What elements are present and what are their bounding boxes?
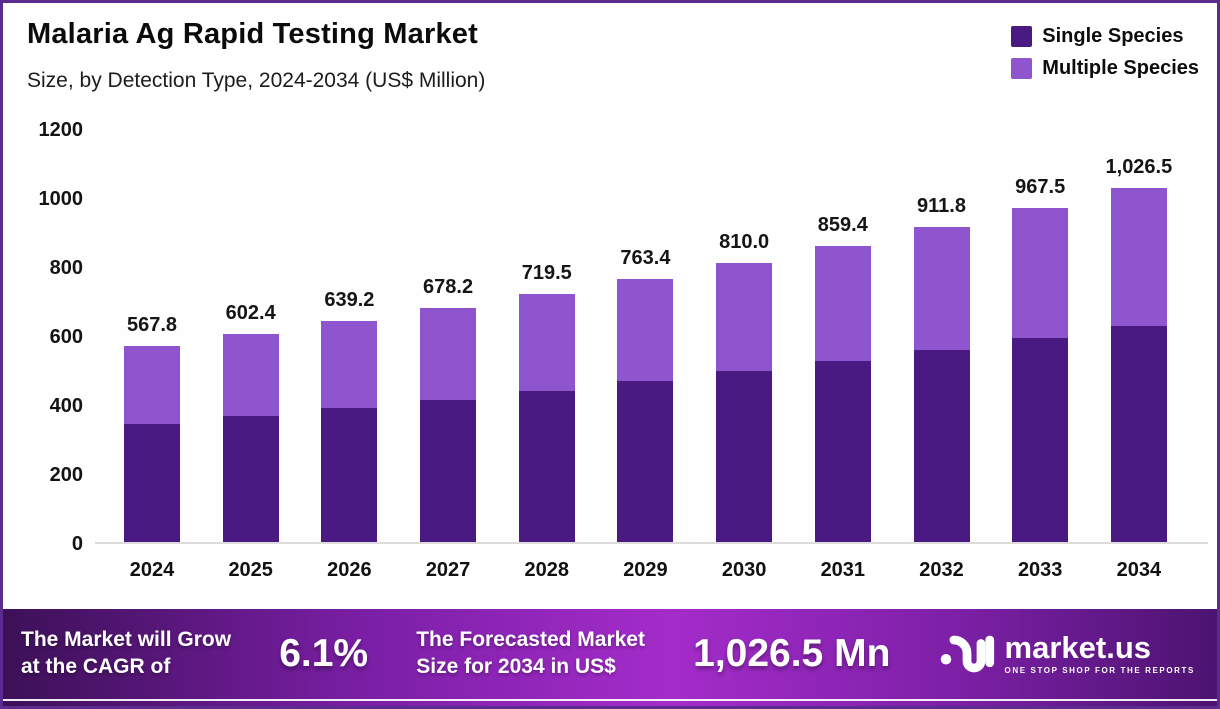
- x-axis: 2024 2025 2026 2027 2028 2029 2030 2031 2032 2033…: [95, 559, 1208, 582]
- bar-segment-single-species: [913, 349, 970, 542]
- market-us-logo-icon: [940, 635, 994, 672]
- y-tick-label: 200: [49, 464, 83, 486]
- x-tick-label: 2032: [919, 559, 964, 581]
- bar-segment-multiple-species: [913, 227, 970, 350]
- bar-2024: 567.8: [124, 314, 180, 542]
- bar-2027: 678.2: [420, 276, 477, 542]
- x-tick-label: 2030: [721, 559, 767, 581]
- market-us-logo: market.us ONE STOP SHOP FOR THE REPORTS: [939, 631, 1195, 677]
- bar-total-label: 678.2: [423, 276, 474, 299]
- cagr-label-line2: at the CAGR of: [21, 654, 171, 678]
- bar-total-label: 602.4: [225, 302, 276, 325]
- bar-2033: 967.5: [1012, 176, 1069, 542]
- legend-label: Multiple Species: [1042, 57, 1199, 79]
- y-tick-label: 1200: [38, 119, 84, 141]
- x-tick-label: 2031: [820, 559, 866, 581]
- bar-2031: 859.4: [814, 214, 871, 542]
- bar-segment-single-species: [420, 399, 477, 542]
- y-tick-label: 1000: [38, 188, 84, 210]
- x-tick-label: 2026: [327, 559, 372, 581]
- bar-segment-multiple-species: [617, 278, 674, 382]
- bar-segment-single-species: [814, 360, 871, 542]
- bar-total-label: 1,026.5: [1105, 155, 1173, 178]
- bar-2032: 911.8: [913, 195, 970, 542]
- bar-segment-single-species: [518, 391, 575, 542]
- bar-segment-multiple-species: [1012, 208, 1069, 339]
- bottom-banner: The Market will Grow at the CAGR of 6.1%…: [3, 609, 1217, 706]
- brand-name: market.us: [1004, 630, 1152, 665]
- y-tick-label: 0: [71, 533, 83, 555]
- legend-item-multiple-species: Multiple Species: [1011, 57, 1199, 80]
- x-tick-label: 2029: [623, 559, 668, 581]
- bar-segment-single-species: [321, 408, 378, 542]
- bar-2029: 763.4: [617, 247, 674, 542]
- plot-area: 567.8 602.4 639.2 678.2 719.5 763.4 810.0 859.4…: [95, 130, 1208, 544]
- legend-item-single-species: Single Species: [1011, 25, 1199, 48]
- x-tick-label: 2024: [129, 559, 175, 581]
- forecast-label-line1: The Forecasted Market: [416, 628, 645, 652]
- bar-2034: 1,026.5: [1106, 156, 1172, 542]
- bar-total-label: 763.4: [620, 246, 671, 269]
- forecast-label-line2: Size for 2034 in US$: [416, 654, 616, 678]
- bar-2028: 719.5: [518, 262, 575, 542]
- bar-segment-multiple-species: [716, 262, 773, 372]
- bar-total-label: 719.5: [521, 261, 572, 284]
- bar-total-label: 967.5: [1015, 176, 1066, 199]
- bar-segment-multiple-species: [321, 321, 378, 408]
- bar-group: 567.8 602.4 639.2 678.2 719.5 763.4 810.0 859.4…: [95, 130, 1208, 542]
- bar-segment-single-species: [617, 381, 674, 542]
- bar-total-label: 911.8: [917, 195, 966, 218]
- y-tick-label: 600: [49, 326, 83, 348]
- bar-2030: 810.0: [716, 231, 773, 542]
- bar-total-label: 810.0: [719, 230, 770, 253]
- chart-subtitle: Size, by Detection Type, 2024-2034 (US$ …: [27, 69, 486, 92]
- banner-separator-line: [3, 699, 1217, 701]
- x-tick-label: 2034: [1116, 559, 1162, 581]
- bar-segment-multiple-species: [420, 308, 477, 400]
- y-axis: 0 200 400 600 800 1000 1200: [11, 119, 84, 555]
- x-tick-label: 2028: [524, 559, 570, 581]
- cagr-label-line1: The Market will Grow: [21, 628, 232, 652]
- x-tick-label: 2025: [228, 559, 273, 581]
- forecast-value: 1,026.5 Mn: [693, 631, 891, 675]
- bar-total-label: 567.8: [126, 314, 178, 337]
- bar-segment-multiple-species: [518, 293, 575, 392]
- single-species-swatch-icon: [1011, 26, 1033, 47]
- bar-segment-multiple-species: [222, 334, 279, 417]
- y-tick-label: 800: [49, 257, 83, 279]
- multiple-species-swatch-icon: [1011, 58, 1033, 79]
- bar-segment-multiple-species: [124, 346, 180, 424]
- bar-2025: 602.4: [222, 302, 279, 542]
- legend: Single Species Multiple Species: [1011, 25, 1199, 80]
- bar-segment-single-species: [124, 423, 180, 542]
- bar-segment-single-species: [716, 371, 773, 542]
- bar-segment-single-species: [1110, 326, 1167, 542]
- y-tick-label: 400: [49, 395, 83, 417]
- logo-text: market.us ONE STOP SHOP FOR THE REPORTS: [1005, 632, 1195, 675]
- cagr-label: The Market will Grow at the CAGR of: [21, 627, 231, 680]
- forecast-label: The Forecasted Market Size for 2034 in U…: [416, 627, 645, 680]
- bar-total-label: 639.2: [324, 289, 375, 312]
- bar-segment-single-species: [222, 416, 279, 542]
- bar-segment-multiple-species: [814, 245, 871, 361]
- brand-tagline: ONE STOP SHOP FOR THE REPORTS: [1004, 666, 1195, 675]
- bar-segment-single-species: [1012, 338, 1069, 542]
- bar-2026: 639.2: [321, 289, 378, 542]
- legend-label: Single Species: [1042, 25, 1184, 47]
- cagr-value: 6.1%: [279, 631, 369, 675]
- x-tick-label: 2027: [425, 559, 471, 581]
- bar-total-label: 859.4: [817, 213, 868, 236]
- page-title: Malaria Ag Rapid Testing Market: [27, 18, 478, 50]
- x-tick-label: 2033: [1017, 559, 1063, 581]
- bar-segment-multiple-species: [1110, 187, 1167, 326]
